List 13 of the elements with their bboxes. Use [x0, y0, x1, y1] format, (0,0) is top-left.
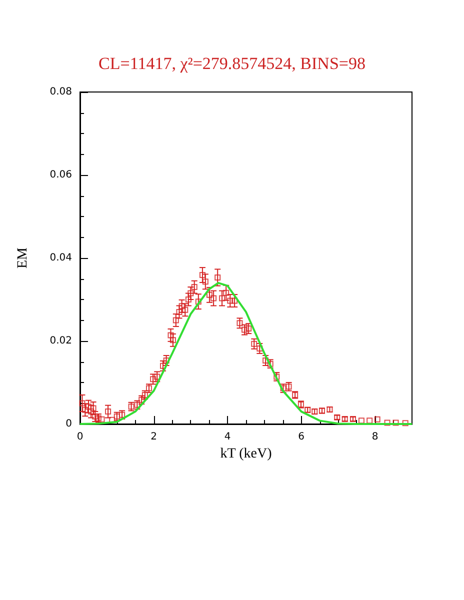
y-tick-label: 0.08 [50, 86, 72, 98]
y-axis-title: EM [16, 246, 30, 268]
y-tick-label: 0.02 [50, 336, 72, 346]
x-tick-label: 8 [372, 432, 378, 442]
x-tick-label: 2 [150, 432, 157, 442]
y-tick-label: 0.04 [50, 252, 72, 264]
y-tick-label: 0.06 [50, 170, 72, 180]
x-tick-label: 6 [298, 432, 305, 442]
x-axis-title: kT (keV) [220, 446, 272, 462]
chart-title: CL=11417, χ²=279.8574524, BINS=98 [98, 54, 366, 73]
x-tick-label: 0 [76, 432, 84, 442]
x-tick-label: 4 [224, 432, 231, 442]
y-tick-label: 0 [66, 418, 72, 430]
